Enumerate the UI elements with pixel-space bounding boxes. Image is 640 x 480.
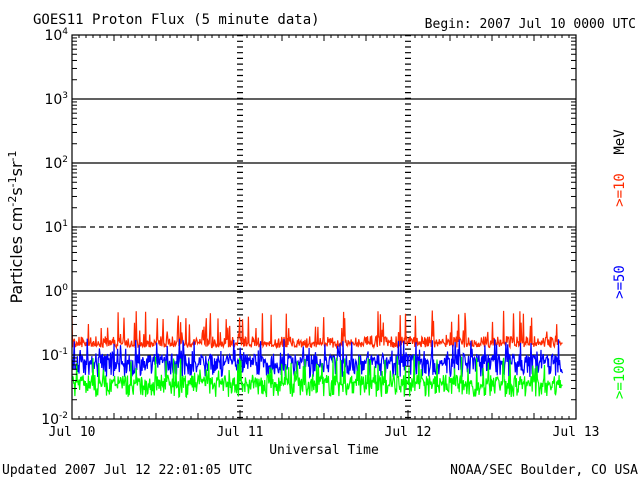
footer-updated: Updated 2007 Jul 12 22:01:05 UTC	[2, 463, 252, 478]
series-line	[71, 355, 563, 399]
y-tick-base: 10	[41, 348, 59, 364]
y-tick-exp: 4	[62, 27, 68, 37]
y-label-base: Particles cm	[7, 207, 26, 304]
y-tick-base: 10	[41, 412, 59, 428]
x-axis-label: Universal Time	[269, 443, 379, 458]
y-tick-label: 102	[44, 155, 68, 172]
x-tick-label: Jul 12	[385, 425, 432, 440]
y-tick-exp: -1	[59, 347, 68, 357]
y-tick-exp: 3	[62, 91, 68, 101]
y-tick-label: 10-2	[41, 411, 68, 428]
legend-entry: >=50	[612, 265, 628, 299]
y-tick-label: 103	[44, 91, 68, 108]
begin-label: Begin: 2007 Jul 10 0000 UTC	[425, 17, 636, 32]
y-tick-base: 10	[44, 92, 62, 108]
plot-frame	[71, 34, 577, 420]
y-tick-label: 104	[44, 27, 68, 44]
y-tick-exp: -2	[59, 411, 68, 421]
y-label-mid2: sr	[7, 161, 26, 176]
chart-title: GOES11 Proton Flux (5 minute data)	[33, 12, 320, 28]
y-label-exp1: -2	[6, 196, 19, 207]
x-tick-label: Jul 13	[553, 425, 600, 440]
y-tick-exp: 1	[62, 219, 68, 229]
series-layer	[71, 310, 564, 399]
y-tick-label: 101	[44, 219, 68, 236]
legend-entry: >=100	[612, 357, 628, 399]
y-tick-base: 10	[44, 156, 62, 172]
y-axis-label: Particles cm-2s-1sr-1	[6, 150, 26, 303]
y-label-exp2: -1	[6, 176, 19, 187]
y-tick-exp: 0	[62, 283, 68, 293]
y-label-exp3: -1	[6, 150, 19, 161]
legend-units-label: MeV	[612, 129, 628, 155]
legend: MeV >=10 >=50 >=100	[612, 129, 628, 399]
y-tick-label: 100	[44, 283, 68, 300]
y-label-mid1: s	[7, 187, 26, 195]
x-tick-label: Jul 11	[217, 425, 264, 440]
y-tick-label: 10-1	[41, 347, 68, 364]
y-tick-exp: 2	[62, 155, 68, 165]
legend-entry: >=10	[612, 173, 628, 207]
x-tick-label: Jul 10	[49, 425, 96, 440]
svg-text:Particles cm-2s-1sr-1: Particles cm-2s-1sr-1	[6, 150, 26, 303]
y-tick-base: 10	[44, 220, 62, 236]
series-line	[71, 310, 563, 351]
y-tick-base: 10	[44, 28, 62, 44]
footer-source: NOAA/SEC Boulder, CO USA	[450, 463, 638, 478]
y-tick-base: 10	[44, 284, 62, 300]
